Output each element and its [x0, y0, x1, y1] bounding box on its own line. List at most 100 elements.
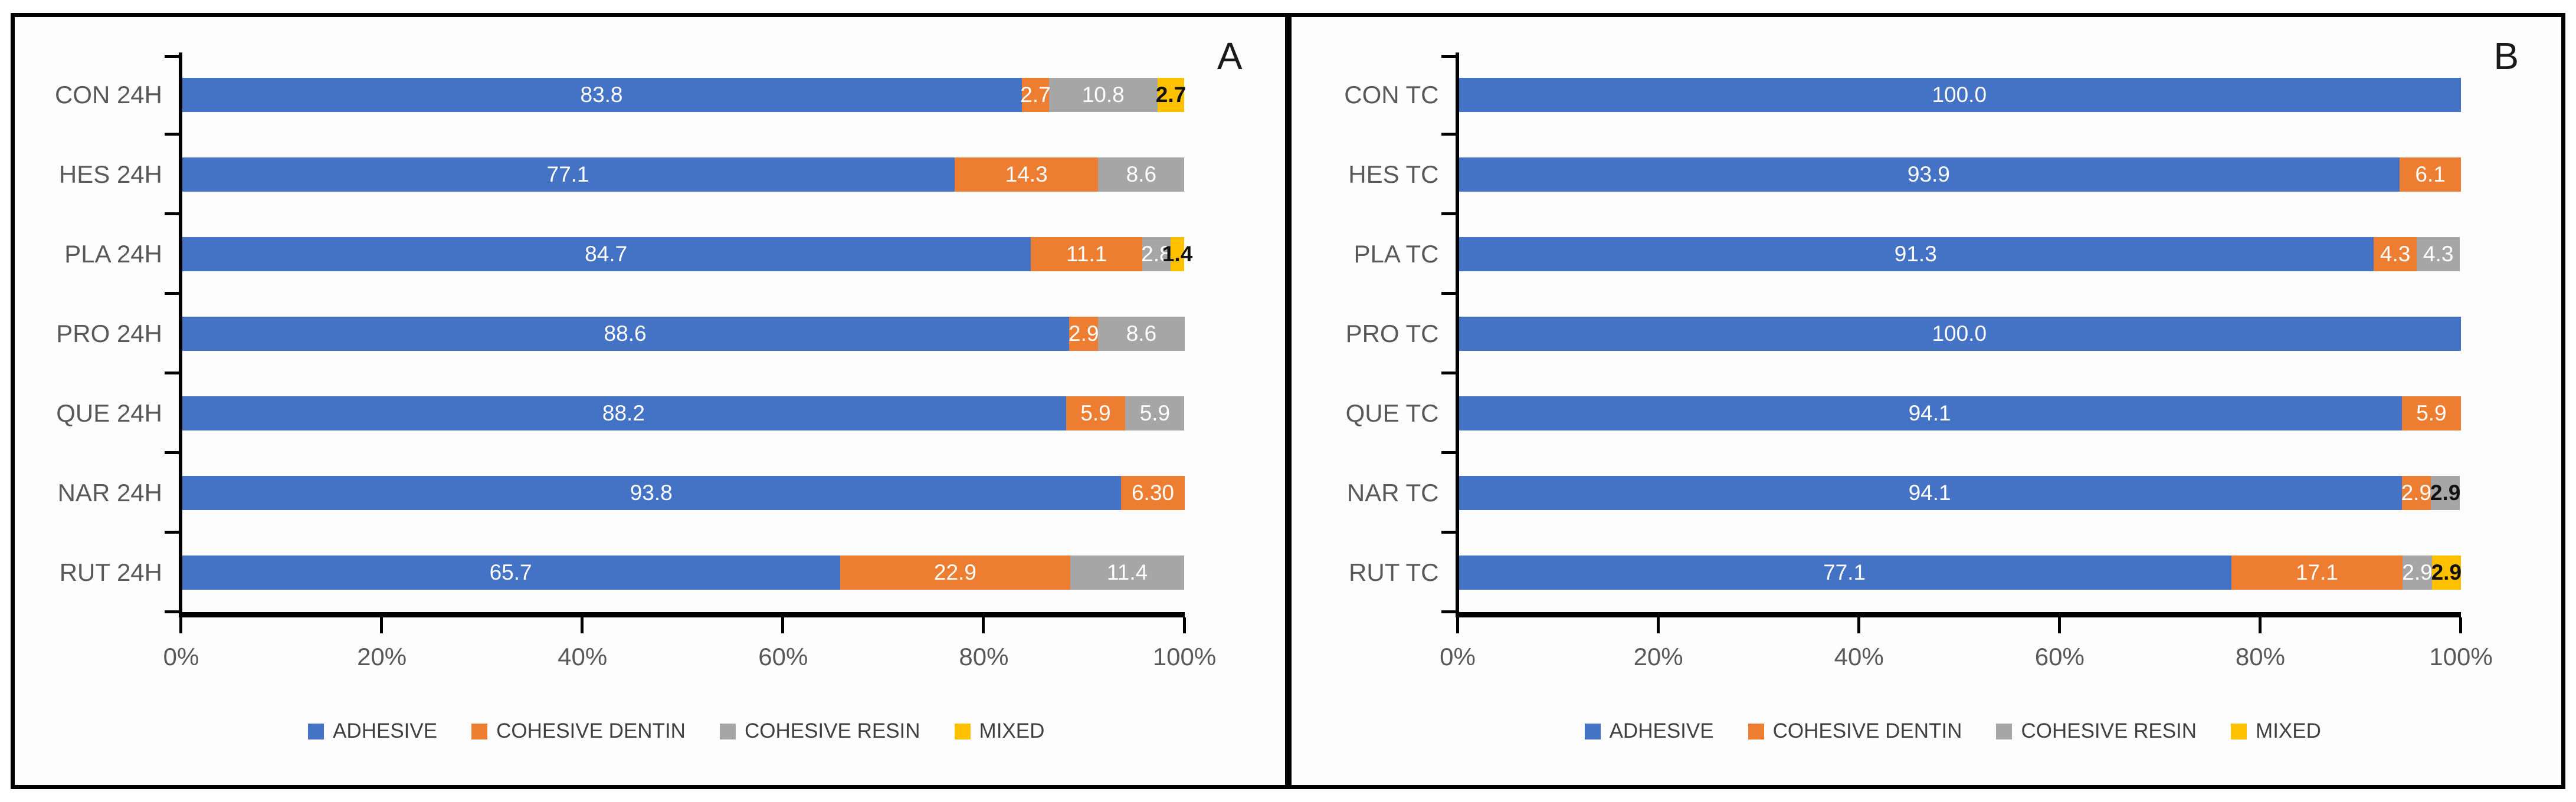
y-axis-tick — [1441, 372, 1458, 374]
category-label: RUT 24H — [59, 558, 162, 586]
bar-value-label: 94.1 — [1908, 481, 1951, 505]
y-axis-line — [1455, 52, 1459, 614]
bar-segment-adhesive: 77.1 — [1457, 555, 2231, 590]
bar-track: 100.0 — [1457, 77, 2461, 112]
chart-row: NAR 24H 93.8 6.30 — [15, 453, 1185, 533]
bar-segment-cohesive-dentin: 2.9 — [1069, 316, 1099, 351]
bar-value-label: 17.1 — [2295, 560, 2338, 584]
legend-swatch-icon — [471, 723, 488, 739]
bar-track: 83.8 2.7 10.8 2.7 — [181, 77, 1186, 112]
legend-b: ADHESIVE COHESIVE DENTIN COHESIVE RESIN MIX… — [1433, 719, 2473, 743]
bar-segment-adhesive: 88.6 — [181, 316, 1070, 351]
y-axis-tick — [1441, 55, 1458, 58]
bar-value-label: 77.1 — [1823, 560, 1866, 584]
bar-value-label: 6.1 — [2415, 162, 2446, 186]
bar-segment-cohesive-dentin: 14.3 — [955, 157, 1099, 192]
legend-item-adhesive: ADHESIVE — [308, 719, 437, 743]
bar-value-label: 5.9 — [2416, 401, 2447, 425]
bar-track: 77.1 17.1 2.9 2.9 — [1457, 555, 2462, 590]
x-axis-tick-label: 80% — [2235, 643, 2285, 670]
category-label: QUE 24H — [56, 399, 162, 427]
bar-value-label: 94.1 — [1908, 401, 1951, 425]
bar-segment-adhesive: 94.1 — [1457, 396, 2402, 430]
plot-area-b: CON TC 100.0 HES TC 93.9 6.1 PLA TC 91.3 4.3 4.3… — [1292, 52, 2462, 614]
y-axis-tick — [165, 610, 181, 613]
chart-row: HES 24H 77.1 14.3 8.6 — [15, 134, 1185, 214]
panel-letter-a: A — [1217, 35, 1243, 77]
bar-segment-adhesive: 100.0 — [1457, 316, 2461, 351]
bar-value-label: 2.9 — [2431, 560, 2462, 584]
bar-value-label: 93.9 — [1907, 162, 1950, 186]
y-axis-tick — [165, 531, 181, 534]
bar-value-label: 10.8 — [1081, 83, 1125, 107]
y-axis-line — [179, 52, 182, 614]
x-axis-tick-label: 80% — [959, 643, 1009, 670]
x-axis-tick-label: 100% — [2429, 643, 2493, 670]
legend-label: MIXED — [2256, 719, 2321, 742]
category-label: NAR 24H — [57, 478, 162, 507]
bar-track: 94.1 5.9 — [1457, 396, 2462, 430]
legend-swatch-icon — [1584, 723, 1601, 739]
bar-segment-mixed: 2.7 — [1156, 77, 1186, 112]
figure-frame: A CON 24H 83.8 2.7 10.8 2.7 HES 24H 77.1 14.3 8.… — [11, 13, 2565, 789]
legend-item-cohesive-resin: COHESIVE RESIN — [719, 719, 920, 743]
category-label: HES 24H — [58, 160, 162, 188]
legend-item-cohesive-dentin: COHESIVE DENTIN — [1748, 719, 1962, 743]
y-axis-tick — [1441, 133, 1458, 136]
legend-item-mixed: MIXED — [2231, 719, 2321, 743]
x-axis-tick-label: 0% — [163, 643, 199, 670]
bar-value-label: 4.3 — [2423, 242, 2454, 266]
legend-label: COHESIVE DENTIN — [496, 719, 686, 742]
bar-value-label: 11.1 — [1066, 242, 1107, 266]
bar-value-label: 14.3 — [1005, 162, 1048, 186]
category-label: HES TC — [1348, 160, 1439, 188]
bar-segment-cohesive-resin: 4.3 — [2417, 236, 2460, 271]
bar-segment-cohesive-dentin: 4.3 — [2374, 236, 2417, 271]
bar-segment-mixed: 1.4 — [1162, 236, 1192, 271]
bar-track: 94.1 2.9 2.9 — [1457, 475, 2462, 510]
bar-value-label: 1.4 — [1162, 242, 1193, 266]
chart-row: HES TC 93.9 6.1 — [1292, 134, 2462, 214]
bar-segment-cohesive-dentin: 5.9 — [1066, 396, 1126, 430]
bar-track: 88.6 2.9 8.6 — [181, 316, 1185, 351]
bar-segment-mixed: 2.9 — [2431, 555, 2462, 590]
x-axis-tick-label: 60% — [758, 643, 808, 670]
chart-row: PRO 24H 88.6 2.9 8.6 — [15, 294, 1185, 373]
x-axis-tick-label: 20% — [1633, 643, 1683, 670]
legend-swatch-icon — [954, 723, 971, 739]
bar-segment-cohesive-dentin: 2.9 — [2401, 475, 2431, 510]
y-axis-tick — [1441, 212, 1458, 215]
y-axis-tick — [165, 292, 181, 295]
x-axis-a: 0% 20% 40% 60% 80% 100% — [163, 612, 1216, 689]
bar-segment-cohesive-resin: 8.6 — [1098, 316, 1185, 351]
x-axis-tick-label: 0% — [1440, 643, 1476, 670]
bar-value-label: 83.8 — [580, 83, 623, 107]
bar-value-label: 6.30 — [1131, 481, 1174, 505]
bar-segment-cohesive-resin: 8.6 — [1098, 157, 1185, 192]
x-axis-tick — [982, 617, 985, 633]
chart-row: QUE 24H 88.2 5.9 5.9 — [15, 373, 1185, 453]
bar-value-label: 93.8 — [630, 481, 673, 505]
plot-area-a: CON 24H 83.8 2.7 10.8 2.7 HES 24H 77.1 14.3 8.6 P… — [15, 52, 1192, 614]
legend-item-mixed: MIXED — [954, 719, 1044, 743]
y-axis-tick — [1441, 610, 1458, 613]
bar-segment-cohesive-resin: 11.4 — [1070, 555, 1185, 590]
bar-segment-adhesive: 84.7 — [181, 236, 1031, 271]
y-axis-tick — [165, 451, 181, 454]
legend-item-cohesive-dentin: COHESIVE DENTIN — [471, 719, 686, 743]
category-label: PLA 24H — [64, 239, 162, 268]
bar-segment-adhesive: 94.1 — [1457, 475, 2402, 510]
legend-label: ADHESIVE — [333, 719, 438, 742]
bar-value-label: 2.9 — [2402, 560, 2433, 584]
bar-segment-cohesive-resin: 10.8 — [1048, 77, 1158, 112]
legend-label: ADHESIVE — [1609, 719, 1714, 742]
x-axis-tick — [781, 617, 785, 633]
x-axis-tick-label: 60% — [2034, 643, 2085, 670]
x-axis-line — [1455, 612, 2461, 617]
bar-segment-cohesive-dentin: 6.30 — [1121, 475, 1185, 510]
legend-swatch-icon — [1996, 723, 2013, 739]
bar-value-label: 8.6 — [1126, 162, 1157, 186]
panel-letter-b: B — [2493, 35, 2519, 77]
legend-item-adhesive: ADHESIVE — [1584, 719, 1714, 743]
